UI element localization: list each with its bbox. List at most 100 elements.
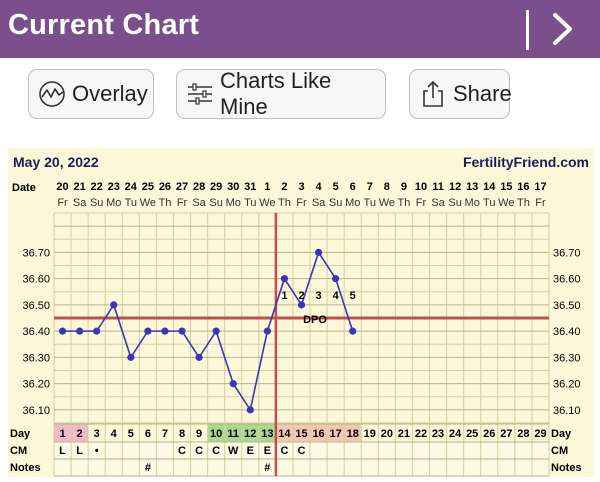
note-marker: # [264, 462, 270, 474]
overlay-button[interactable]: Overlay [28, 69, 154, 119]
cm-entry: E [247, 445, 254, 457]
y-tick-label-left: 36.10 [22, 405, 50, 417]
weekday-tick: Fr [296, 197, 307, 209]
y-tick-label-left: 36.30 [22, 352, 50, 364]
day-highlight-cell [310, 424, 328, 442]
date-tick: 6 [350, 181, 356, 193]
y-tick-label-left: 36.70 [22, 247, 50, 259]
share-icon [423, 80, 443, 107]
weekday-tick: We [140, 197, 156, 209]
temperature-point [246, 406, 254, 414]
cm-entry: C [280, 445, 288, 457]
date-tick: 16 [517, 181, 529, 193]
overlay-icon [39, 81, 65, 107]
cycle-day-number: 19 [364, 428, 376, 440]
temperature-point [161, 327, 169, 335]
weekday-tick: Th [278, 197, 291, 209]
day-highlight-cell [71, 424, 89, 442]
cm-entry: L [76, 445, 83, 457]
cycle-day-number: 21 [398, 428, 410, 440]
y-tick-label-right: 36.30 [553, 352, 581, 364]
notes-row-label-right: Notes [551, 462, 582, 474]
cycle-day-number: 22 [415, 428, 427, 440]
chart-grid [53, 212, 550, 477]
y-tick-label-right: 36.50 [553, 300, 581, 312]
date-tick: 20 [56, 181, 68, 193]
temperature-point [195, 353, 203, 361]
chevron-right-icon[interactable] [548, 12, 576, 46]
cm-entry: • [95, 445, 99, 457]
day-highlight-cell [258, 424, 276, 442]
temperature-point [144, 327, 152, 335]
weekday-tick: Th [397, 197, 410, 209]
date-row-label: Date [12, 182, 36, 194]
weekday-tick: Tu [364, 197, 376, 209]
cm-entry: C [298, 445, 306, 457]
date-tick: 13 [466, 181, 478, 193]
weekday-tick: Fr [416, 197, 427, 209]
day-row-label-left: Day [10, 428, 31, 440]
date-tick: 23 [108, 181, 120, 193]
notes-row-label-left: Notes [10, 462, 41, 474]
y-tick-label-left: 36.50 [22, 300, 50, 312]
date-tick: 27 [176, 181, 188, 193]
cycle-day-number: 26 [483, 428, 495, 440]
weekday-tick: Tu [483, 197, 495, 209]
chart-date: May 20, 2022 [13, 154, 99, 170]
weekday-tick: We [259, 197, 275, 209]
cycle-day-number: 17 [330, 428, 342, 440]
day-highlight-cell [241, 424, 259, 442]
day-highlight-cell [292, 424, 311, 442]
date-tick: 24 [125, 181, 138, 193]
weekday-tick: Sa [192, 197, 206, 209]
temperature-point [229, 380, 237, 388]
day-highlight-cell [54, 424, 72, 442]
cycle-day-number: 20 [381, 428, 393, 440]
cycle-day-number: 1 [59, 428, 65, 440]
date-tick: 4 [316, 181, 323, 193]
cycle-day-number: 8 [179, 428, 185, 440]
temperature-point [127, 353, 135, 361]
bbt-chart: 20 21 22 23 24 25 26 27 28 29 30 31 1 2 3 4 5 6 7 8 9 10 11 12 1… [10, 154, 589, 477]
weekday-tick: Su [90, 197, 103, 209]
cm-entry: E [264, 445, 271, 457]
date-tick: 11 [432, 181, 444, 193]
cm-entry: W [228, 445, 239, 457]
dpo-number: 5 [350, 290, 356, 302]
temperature-point [212, 327, 220, 335]
day-highlight-cell [275, 424, 293, 442]
share-button[interactable]: Share [409, 69, 512, 119]
weekday-tick: Sa [312, 197, 326, 209]
chart-marks: 20 21 22 23 24 25 26 27 28 29 30 31 1 2 3 4 5 6 7 8 9 10 11 12 1… [22, 181, 580, 474]
cm-entry: C [195, 445, 203, 457]
header-divider [526, 10, 529, 50]
date-tick: 30 [227, 181, 239, 193]
weekday-tick: Sa [431, 197, 445, 209]
weekday-tick: Fr [57, 197, 68, 209]
cycle-day-number: 11 [227, 428, 239, 440]
cycle-day-number: 13 [261, 428, 273, 440]
weekday-tick: Su [448, 197, 461, 209]
day-highlight-cell [224, 424, 242, 442]
temperature-point [314, 248, 323, 256]
cycle-day-number: 7 [162, 428, 168, 440]
date-tick: 14 [483, 181, 496, 193]
temperature-line [62, 250, 354, 412]
date-tick: 29 [210, 181, 222, 193]
cycle-day-number: 28 [517, 428, 529, 440]
charts-like-mine-button[interactable]: Charts Like Mine [176, 68, 386, 119]
chart-lines [54, 213, 549, 476]
date-tick: 22 [91, 181, 103, 193]
cycle-day-number: 5 [128, 428, 134, 440]
weekday-tick: Su [209, 197, 222, 209]
date-tick: 21 [73, 181, 85, 193]
temperature-point [332, 275, 340, 283]
dpo-number: 3 [316, 290, 322, 302]
temperature-point [76, 327, 84, 335]
weekday-tick: We [498, 197, 514, 209]
cycle-day-number: 10 [210, 428, 222, 440]
date-tick: 9 [401, 181, 407, 193]
date-tick: 12 [449, 181, 461, 193]
cycle-day-number: 6 [145, 428, 151, 440]
cycle-day-number: 16 [312, 428, 324, 440]
